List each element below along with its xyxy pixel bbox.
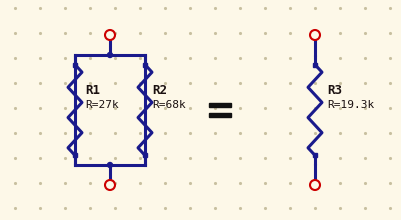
Bar: [73, 153, 77, 157]
Circle shape: [105, 180, 115, 190]
Bar: [143, 63, 147, 67]
Circle shape: [309, 30, 319, 40]
Text: R=19.3k: R=19.3k: [326, 100, 373, 110]
Bar: [209, 103, 231, 106]
Text: R3: R3: [326, 84, 341, 97]
Bar: [312, 63, 316, 67]
Text: R2: R2: [152, 84, 166, 97]
Circle shape: [309, 180, 319, 190]
Circle shape: [107, 163, 112, 167]
Bar: [312, 153, 316, 157]
Circle shape: [105, 30, 115, 40]
Bar: [209, 114, 231, 117]
Bar: [73, 63, 77, 67]
Text: R=68k: R=68k: [152, 100, 185, 110]
Circle shape: [107, 53, 112, 57]
Bar: [143, 153, 147, 157]
Text: R1: R1: [85, 84, 100, 97]
Text: R=27k: R=27k: [85, 100, 118, 110]
